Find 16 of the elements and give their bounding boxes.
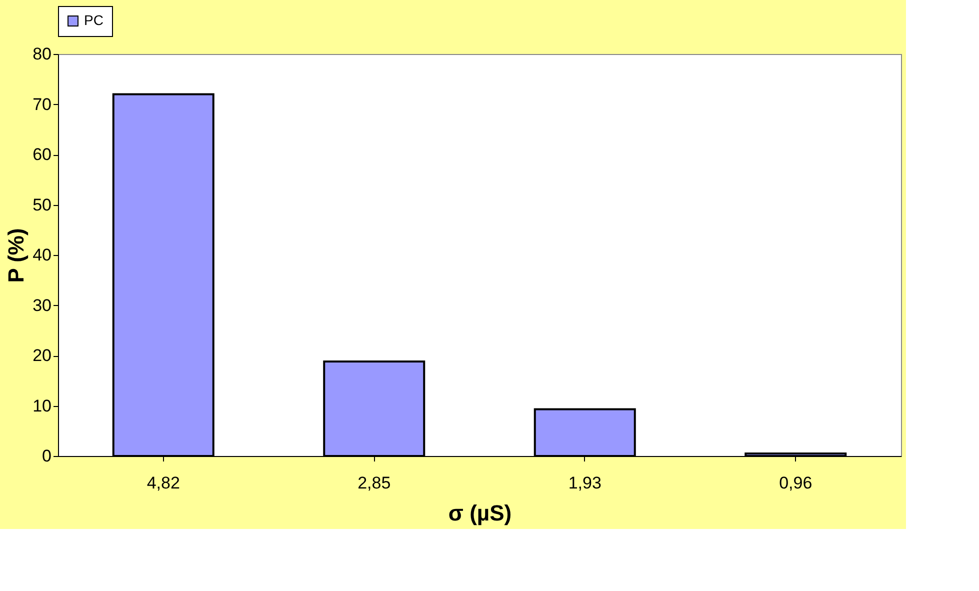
y-tick-label: 10	[32, 396, 52, 416]
y-tick-label: 80	[32, 44, 52, 64]
x-tick-label: 2,85	[358, 474, 391, 492]
legend-label: PC	[84, 12, 104, 28]
y-tick-label: 20	[32, 346, 52, 365]
y-tick-label: 0	[42, 446, 52, 466]
y-axis-title: P (%)	[4, 228, 29, 283]
x-tick-label: 0,96	[779, 474, 812, 492]
y-tick-label: 70	[32, 94, 52, 114]
y-tick-label: 50	[32, 195, 52, 214]
y-tick-label: 30	[32, 296, 52, 315]
y-tick-label: 40	[32, 246, 52, 264]
x-axis-title: σ (µS)	[448, 500, 512, 526]
y-tick-label: 60	[32, 145, 52, 164]
x-tick-label: 4,82	[146, 474, 180, 492]
x-tick-label: 1,93	[568, 474, 602, 492]
